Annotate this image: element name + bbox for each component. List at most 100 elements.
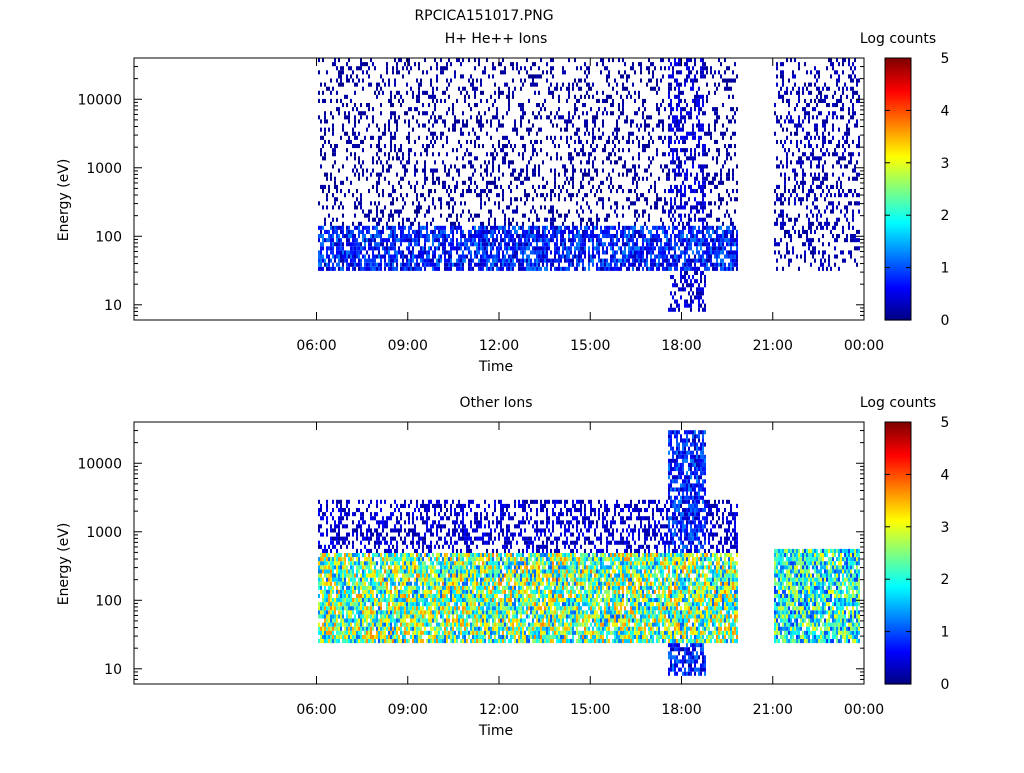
spectrogram-cell xyxy=(654,87,656,91)
spectrogram-cell xyxy=(730,250,732,254)
spectrogram-cell xyxy=(332,255,334,259)
spectrogram-cell xyxy=(336,79,338,83)
spectrogram-cell xyxy=(598,246,600,250)
spectrogram-cell xyxy=(708,181,710,185)
spectrogram-cell xyxy=(508,218,510,222)
spectrogram-cell xyxy=(436,267,438,271)
spectrogram-cell xyxy=(394,226,396,230)
spectrogram-cell xyxy=(420,193,422,197)
spectrogram-cell xyxy=(322,234,324,238)
spectrogram-cell xyxy=(708,201,710,205)
spectrogram-cell xyxy=(488,197,490,201)
spectrogram-cell xyxy=(394,148,396,152)
spectrogram-cell xyxy=(342,83,344,87)
spectrogram-cell xyxy=(652,156,654,160)
spectrogram-cell xyxy=(658,177,660,181)
spectrogram-cell xyxy=(456,181,458,185)
spectrogram-cell xyxy=(360,250,362,254)
spectrogram-cell xyxy=(618,226,620,230)
spectrogram-cell xyxy=(534,189,536,193)
spectrogram-cell xyxy=(564,214,566,218)
spectrogram-cell xyxy=(454,164,456,168)
spectrogram-cell xyxy=(362,87,364,91)
spectrogram-cell xyxy=(526,193,528,197)
spectrogram-cell xyxy=(626,238,628,242)
spectrogram-cell xyxy=(372,238,374,242)
spectrogram-cell xyxy=(432,111,434,115)
spectrogram-cell xyxy=(788,119,790,123)
spectrogram-cell xyxy=(796,255,798,259)
spectrogram-cell xyxy=(522,222,524,226)
spectrogram-cell xyxy=(692,259,694,263)
spectrogram-cell xyxy=(368,189,370,193)
spectrogram-cell xyxy=(654,263,656,267)
spectrogram-cell xyxy=(536,242,538,246)
spectrogram-cell xyxy=(504,214,506,218)
spectrogram-cell xyxy=(536,214,538,218)
spectrogram-cell xyxy=(638,128,640,132)
spectrogram-cell xyxy=(346,234,348,238)
spectrogram-cell xyxy=(400,230,402,234)
spectrogram-cell xyxy=(454,185,456,189)
spectrogram-cell xyxy=(596,263,598,267)
spectrogram-cell xyxy=(612,267,614,271)
spectrogram-cell xyxy=(328,255,330,259)
spectrogram-cell xyxy=(332,62,334,66)
spectrogram-cell xyxy=(422,263,424,267)
spectrogram-cell xyxy=(536,74,538,78)
spectrogram-cell xyxy=(670,87,672,91)
spectrogram-cell xyxy=(378,267,380,271)
spectrogram-cell xyxy=(520,263,522,267)
spectrogram-cell xyxy=(580,160,582,164)
spectrogram-cell xyxy=(578,136,580,140)
spectrogram-cell xyxy=(792,74,794,78)
spectrogram-cell xyxy=(592,242,594,246)
spectrogram-cell xyxy=(696,279,698,283)
spectrogram-cell xyxy=(718,197,720,201)
spectrogram-cell xyxy=(776,164,778,168)
spectrogram-cell xyxy=(504,70,506,74)
spectrogram-cell xyxy=(438,115,440,119)
spectrogram-cell xyxy=(546,242,548,246)
spectrogram-cell xyxy=(626,226,628,230)
spectrogram-cell xyxy=(666,242,668,246)
spectrogram-cell xyxy=(780,62,782,66)
spectrogram-cell xyxy=(642,255,644,259)
spectrogram-cell xyxy=(830,230,832,234)
spectrogram-cell xyxy=(622,74,624,78)
spectrogram-cell xyxy=(498,246,500,250)
spectrogram-cell xyxy=(774,222,776,226)
spectrogram-cell xyxy=(642,230,644,234)
spectrogram-cell xyxy=(484,66,486,70)
spectrogram-cell xyxy=(726,87,728,91)
spectrogram-cell xyxy=(468,234,470,238)
spectrogram-cell xyxy=(340,230,342,234)
spectrogram-cell xyxy=(642,144,644,148)
spectrogram-cell xyxy=(712,246,714,250)
spectrogram-cell xyxy=(528,74,530,78)
spectrogram-cell xyxy=(842,107,844,111)
spectrogram-cell xyxy=(618,259,620,263)
spectrogram-cell xyxy=(648,218,650,222)
spectrogram-cell xyxy=(442,160,444,164)
spectrogram-cell xyxy=(374,226,376,230)
spectrogram-cell xyxy=(656,234,658,238)
spectrogram-cell xyxy=(698,267,700,271)
spectrogram-cell xyxy=(618,140,620,144)
spectrogram-cell xyxy=(456,148,458,152)
spectrogram-cell xyxy=(522,152,524,156)
spectrogram-cell xyxy=(492,242,494,246)
spectrogram-cell xyxy=(332,238,334,242)
spectrogram-cell xyxy=(572,87,574,91)
spectrogram-cell xyxy=(456,218,458,222)
spectrogram-cell xyxy=(520,267,522,271)
spectrogram-cell xyxy=(362,255,364,259)
spectrogram-cell xyxy=(376,185,378,189)
spectrogram-cell xyxy=(704,111,706,115)
spectrogram-cell xyxy=(432,242,434,246)
spectrogram-cell xyxy=(382,238,384,242)
spectrogram-cell xyxy=(660,197,662,201)
spectrogram-cell xyxy=(710,189,712,193)
spectrogram-cell xyxy=(424,58,426,62)
spectrogram-cell xyxy=(720,246,722,250)
